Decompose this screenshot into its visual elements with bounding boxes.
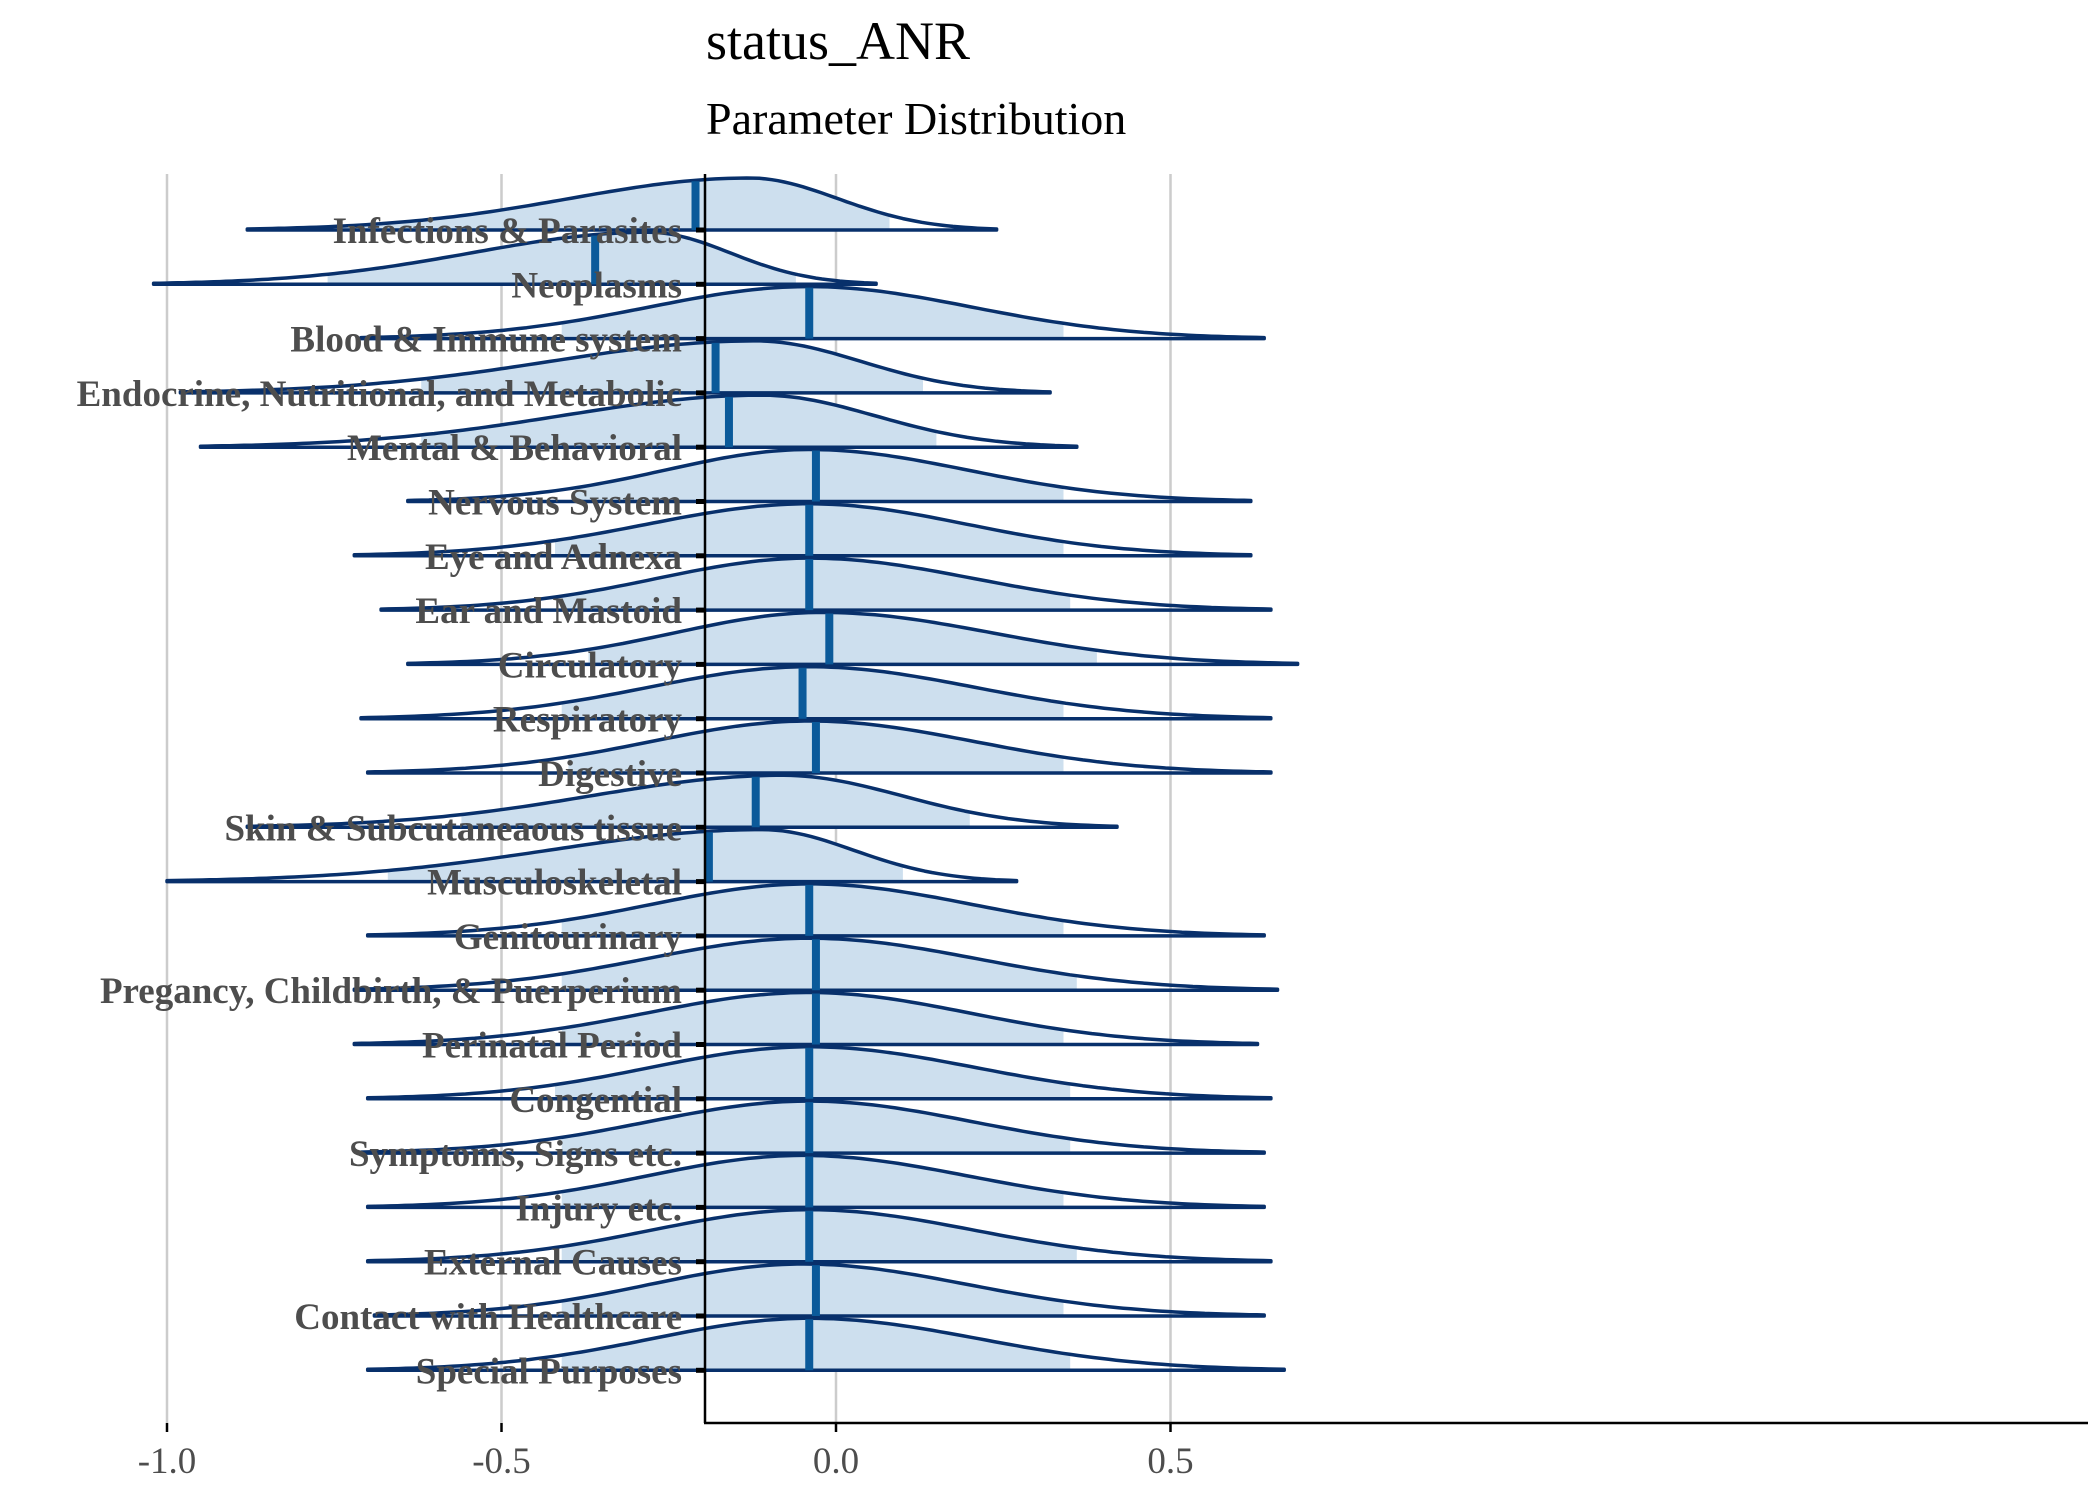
ridge-interval-fill (561, 1318, 1071, 1371)
axis-layer (165, 174, 2088, 1432)
ridge-outline (359, 664, 1273, 721)
chart-title: status_ANR (706, 11, 971, 71)
ridge-outline (359, 1099, 1266, 1155)
category-label: Infections & Parasites (333, 211, 682, 252)
ridge-outline (245, 176, 999, 232)
category-label: Digestive (538, 754, 682, 795)
ridge-interval-fill (561, 666, 1064, 719)
category-label: Congential (509, 1080, 682, 1121)
ridge-outline (365, 1045, 1273, 1101)
category-label: Blood & Immune system (290, 320, 682, 361)
ridge-outline (379, 556, 1273, 612)
ridge-outline (365, 719, 1273, 775)
ridge-interval-fill (421, 340, 923, 393)
x-tick-label: 0.0 (813, 1441, 859, 1482)
category-label: Circulatory (498, 645, 683, 686)
ridge-interval-fill (561, 558, 1071, 611)
category-label: External Causes (424, 1243, 682, 1284)
category-label: Endocrine, Nutritional, and Metabolic (77, 374, 682, 415)
category-label: Symptoms, Signs etc. (349, 1134, 682, 1175)
x-tick-label: -0.5 (472, 1441, 531, 1482)
ridge-outline (352, 502, 1253, 558)
chart-subtitle: Parameter Distribution (706, 93, 1127, 144)
ridge-layer (151, 176, 1300, 1373)
category-label: Respiratory (493, 700, 683, 741)
ridge-outline (365, 1153, 1266, 1210)
ridge-interval-fill (327, 232, 796, 285)
ridge-outline (352, 936, 1280, 992)
category-label: Nervous System (428, 483, 682, 524)
ridge-outline (372, 1262, 1266, 1318)
category-label: Perinatal Period (422, 1026, 682, 1067)
category-label: Genitourinary (454, 917, 683, 958)
ridge-interval-fill (387, 829, 903, 882)
category-label: Neoplasms (511, 265, 682, 306)
ridge-interval-fill (254, 178, 890, 230)
ridge-outline (406, 447, 1253, 504)
category-label: Skin & Subcutaneaous tissue (224, 808, 682, 849)
label-layer: -1.0 -0.5 0.0 0.5 Infections & Parasites Neop… (77, 211, 1194, 1482)
ridge-outline (178, 339, 1052, 395)
ridge-outline (365, 882, 1266, 938)
ridge-outline (406, 610, 1300, 667)
ridge-outline (365, 1207, 1273, 1264)
category-label: Special Purposes (416, 1351, 682, 1392)
category-label: Ear and Mastoid (415, 591, 682, 632)
ridge-interval-fill (421, 395, 937, 448)
ridge-outline (352, 990, 1260, 1047)
ridge-outline (359, 284, 1266, 341)
category-label: Pregancy, Childbirth, & Puerperium (100, 971, 682, 1012)
ridge-outline (245, 773, 1119, 830)
x-tick-label: -1.0 (138, 1441, 197, 1482)
ridge-interval-fill (461, 775, 970, 828)
category-label: Eye and Adnexa (425, 537, 682, 578)
ridge-outline (198, 393, 1079, 449)
ridge-outline (365, 1316, 1286, 1373)
category-label: Contact with Healthcare (294, 1297, 682, 1338)
ridge-outline (151, 230, 878, 287)
category-label: Musculoskeletal (427, 863, 682, 904)
ridge-outline (165, 827, 1019, 884)
x-tick-label: 0.5 (1147, 1441, 1193, 1482)
category-label: Injury etc. (516, 1188, 682, 1229)
category-label: Mental & Behavioral (347, 428, 682, 469)
